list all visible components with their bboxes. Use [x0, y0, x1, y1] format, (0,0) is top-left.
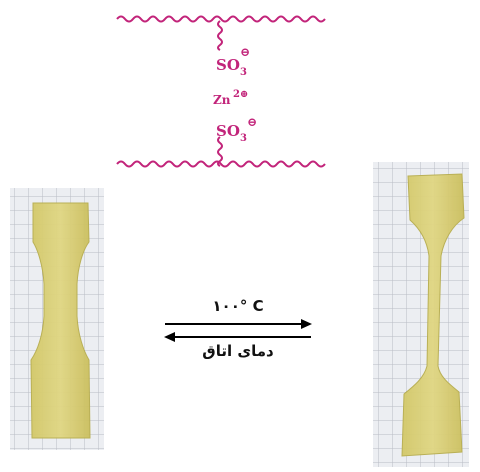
equilibrium-arrows — [164, 319, 312, 342]
polymer-chain-bottom — [116, 160, 326, 168]
right-dogbone-specimen — [401, 173, 465, 457]
side-chain-bottom — [217, 136, 223, 167]
sulfonate-group-bottom: SO 3 ⊖ — [216, 115, 257, 144]
negative-charge-symbol: ⊖ — [240, 45, 250, 59]
forward-arrowhead — [301, 319, 312, 329]
negative-charge-symbol: ⊖ — [247, 115, 257, 129]
svg-text:SO: SO — [216, 122, 240, 140]
room-temperature-label: دمای اتاق — [202, 342, 274, 360]
left-dogbone-specimen — [30, 202, 91, 439]
right-sample-photo — [373, 162, 469, 467]
zinc-ion: Zn 2⊕ — [213, 89, 248, 107]
left-sample-photo — [10, 188, 104, 450]
side-chain-top — [217, 20, 223, 51]
svg-text:2⊕: 2⊕ — [233, 89, 248, 100]
heating-condition-label: ۱۰۰° C — [212, 297, 264, 315]
svg-text:Zn: Zn — [213, 93, 231, 107]
ionomer-structure — [116, 15, 326, 168]
svg-text:3: 3 — [240, 67, 247, 78]
sulfonate-group-top: SO 3 ⊖ — [216, 45, 250, 78]
svg-text:3: 3 — [240, 133, 247, 144]
svg-text:SO: SO — [216, 56, 240, 74]
polymer-chain-top — [116, 15, 326, 23]
reverse-arrowhead — [164, 332, 175, 342]
